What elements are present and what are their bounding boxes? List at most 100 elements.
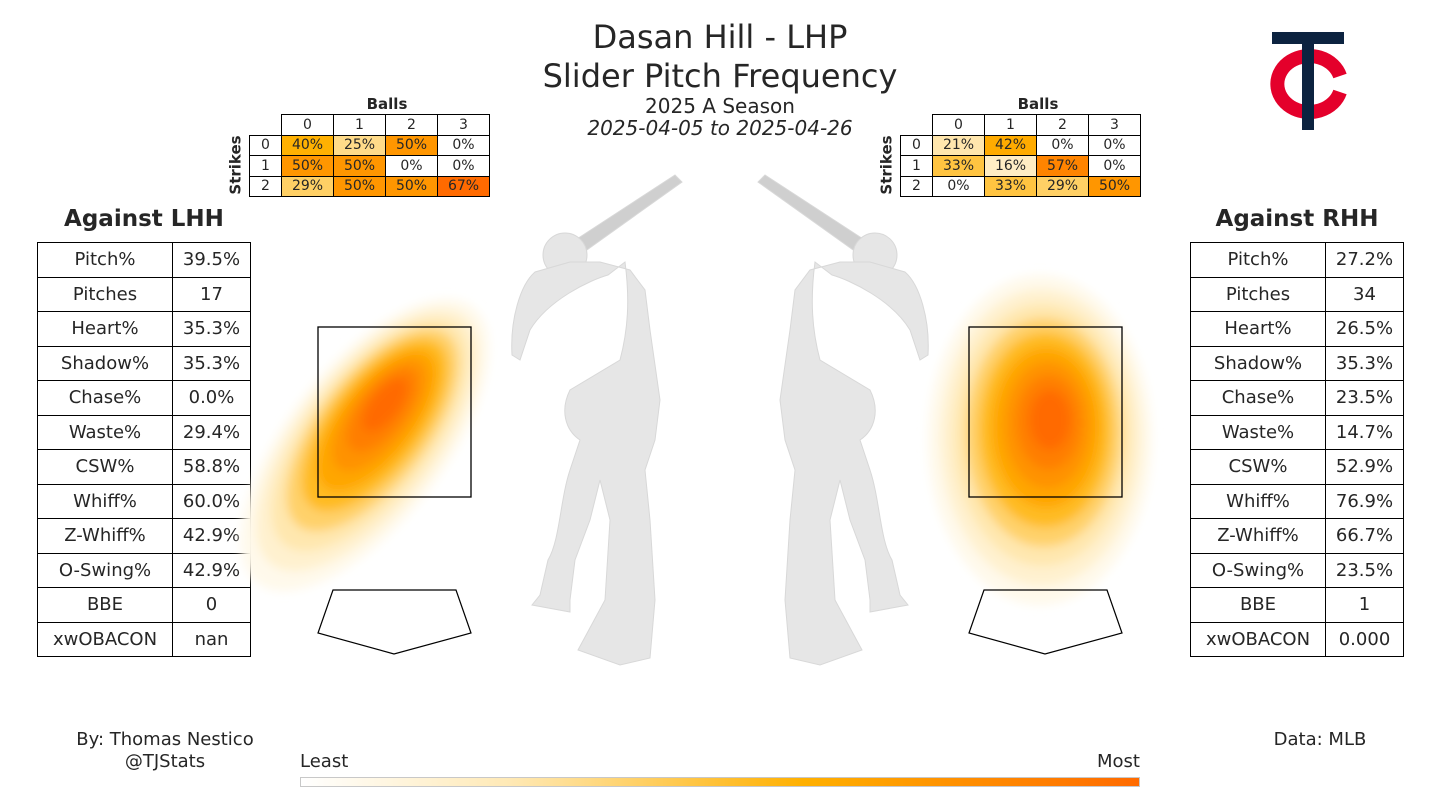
stat-row: Waste% 14.7% xyxy=(1190,414,1404,450)
stat-row: Heart% 35.3% xyxy=(37,311,251,347)
chart-subtitle: Slider Pitch Frequency xyxy=(542,57,898,95)
rhh-batter-silhouette-icon xyxy=(757,174,929,666)
stat-row: BBE 1 xyxy=(1190,587,1404,623)
author-name: By: Thomas Nestico xyxy=(76,729,254,750)
rhh-density-heatmap xyxy=(928,275,1152,605)
stat-value: 52.9% xyxy=(1325,449,1404,485)
count-cell: 50% xyxy=(385,175,438,197)
stat-value: 66.7% xyxy=(1325,518,1404,554)
stat-label: O-Swing% xyxy=(1190,552,1326,588)
lhh-heading: Against LHH xyxy=(64,206,224,232)
count-cell: 0% xyxy=(437,134,490,156)
rhh-home-plate xyxy=(968,589,1123,655)
pitch-location-plot xyxy=(240,174,1152,666)
stat-row: Pitches 17 xyxy=(37,276,251,312)
stat-label: O-Swing% xyxy=(37,552,173,588)
stat-value: 14.7% xyxy=(1325,414,1404,450)
stat-label: Waste% xyxy=(1190,414,1326,450)
lhh-home-plate xyxy=(317,589,472,655)
stat-row: CSW% 52.9% xyxy=(1190,449,1404,485)
balls-col-header: 0 xyxy=(932,114,985,136)
count-cell: 0% xyxy=(1036,134,1089,156)
rhh-stats-table: Pitch% 27.2% Pitches 34 Heart% 26.5% Shadow% 35… xyxy=(1190,242,1404,657)
stat-value: nan xyxy=(172,621,251,657)
stat-row: Pitch% 39.5% xyxy=(37,242,251,278)
count-cell: 67% xyxy=(437,175,490,197)
stat-row: Waste% 29.4% xyxy=(37,414,251,450)
stat-row: BBE 0 xyxy=(37,587,251,623)
stat-value: 76.9% xyxy=(1325,483,1404,519)
stat-label: Waste% xyxy=(37,414,173,450)
stat-label: Z-Whiff% xyxy=(37,518,173,554)
stat-label: Pitches xyxy=(1190,276,1326,312)
count-cell: 0% xyxy=(1088,134,1141,156)
count-cell: 16% xyxy=(984,155,1037,177)
balls-col-header: 2 xyxy=(385,114,438,136)
stat-label: Pitch% xyxy=(1190,242,1326,278)
stat-label: Chase% xyxy=(1190,380,1326,416)
stat-label: xwOBACON xyxy=(37,621,173,657)
stat-row: xwOBACON nan xyxy=(37,621,251,657)
stat-label: Z-Whiff% xyxy=(1190,518,1326,554)
stat-label: BBE xyxy=(1190,587,1326,623)
stat-label: CSW% xyxy=(37,449,173,485)
stat-label: Pitches xyxy=(37,276,173,312)
stat-value: 1 xyxy=(1325,587,1404,623)
count-cell: 40% xyxy=(281,134,334,156)
count-cell: 0% xyxy=(1088,155,1141,177)
data-source: Data: MLB xyxy=(1273,729,1367,750)
rhh-count-grid: 0 1 2 3 0 21% 42% 0% 0% 1 33% 16% 57% 0% 2 0% 33% 29% 50% xyxy=(900,114,1141,197)
team-logo-icon xyxy=(1270,32,1347,130)
stat-label: Heart% xyxy=(1190,311,1326,347)
count-cell: 0% xyxy=(385,155,438,177)
stat-label: Whiff% xyxy=(1190,483,1326,519)
legend-high-label: Most xyxy=(1097,751,1140,772)
stat-row: Heart% 26.5% xyxy=(1190,311,1404,347)
count-cell: 25% xyxy=(333,134,386,156)
stat-value: 60.0% xyxy=(172,483,251,519)
stat-value: 29.4% xyxy=(172,414,251,450)
count-cell: 29% xyxy=(281,175,334,197)
stat-value: 34 xyxy=(1325,276,1404,312)
density-contour xyxy=(1029,390,1071,450)
lhh-batter-silhouette-icon xyxy=(511,174,683,666)
stat-row: Whiff% 76.9% xyxy=(1190,483,1404,519)
stat-label: xwOBACON xyxy=(1190,621,1326,657)
stat-label: Heart% xyxy=(37,311,173,347)
stat-row: Pitch% 27.2% xyxy=(1190,242,1404,278)
rhh-balls-label: Balls xyxy=(1017,95,1059,113)
stat-value: 27.2% xyxy=(1325,242,1404,278)
stat-label: Whiff% xyxy=(37,483,173,519)
balls-col-header: 1 xyxy=(333,114,386,136)
lhh-balls-label: Balls xyxy=(366,95,408,113)
stat-row: Shadow% 35.3% xyxy=(37,345,251,381)
season-label: 2025 A Season xyxy=(645,94,795,118)
stat-row: CSW% 58.8% xyxy=(37,449,251,485)
strikes-row-header: 0 xyxy=(249,134,282,156)
stat-value: 23.5% xyxy=(1325,380,1404,416)
count-cell: 21% xyxy=(932,134,985,156)
count-cell: 50% xyxy=(1088,175,1141,197)
stat-label: Shadow% xyxy=(37,345,173,381)
stat-row: Z-Whiff% 66.7% xyxy=(1190,518,1404,554)
stat-value: 39.5% xyxy=(172,242,251,278)
stat-value: 23.5% xyxy=(1325,552,1404,588)
stat-row: Chase% 23.5% xyxy=(1190,380,1404,416)
rhh-strike-zone xyxy=(968,326,1123,498)
stat-value: 35.3% xyxy=(172,345,251,381)
count-cell: 42% xyxy=(984,134,1037,156)
color-legend-bar xyxy=(300,777,1140,787)
stat-label: CSW% xyxy=(1190,449,1326,485)
stat-label: Shadow% xyxy=(1190,345,1326,381)
stat-value: 42.9% xyxy=(172,552,251,588)
lhh-strike-zone xyxy=(317,326,472,498)
legend-low-label: Least xyxy=(300,751,349,772)
count-cell: 33% xyxy=(984,175,1037,197)
stat-value: 17 xyxy=(172,276,251,312)
stat-value: 58.8% xyxy=(172,449,251,485)
stat-label: Pitch% xyxy=(37,242,173,278)
author-credit: By: Thomas Nestico @TJStats xyxy=(60,729,270,773)
lhh-stats-table: Pitch% 39.5% Pitches 17 Heart% 35.3% Shadow% 35… xyxy=(37,242,251,657)
chart-title: Dasan Hill - LHP xyxy=(592,18,848,56)
balls-col-header: 2 xyxy=(1036,114,1089,136)
